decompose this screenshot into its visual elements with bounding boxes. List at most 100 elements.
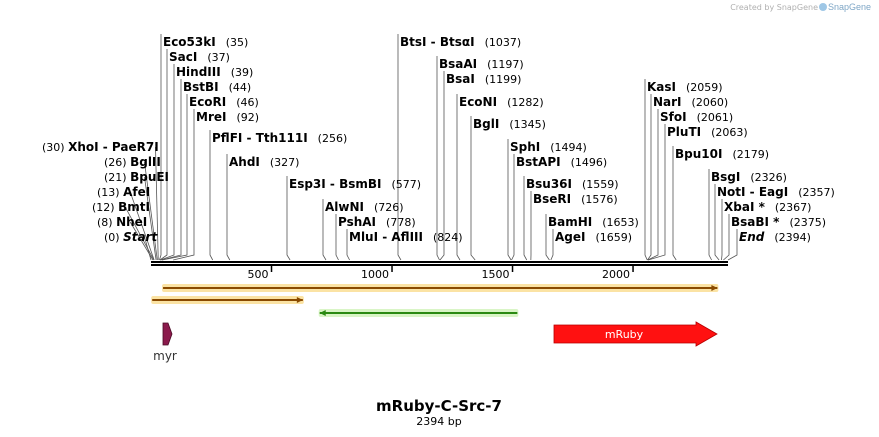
enzyme-label: PshAI (778): [338, 215, 416, 229]
enzyme-name: Eco53kI: [163, 35, 216, 49]
enzyme-site[interactable]: PflFI - Tth111I (256): [212, 131, 347, 145]
enzyme-site[interactable]: Eco53kI (35): [163, 35, 248, 49]
map-subtitle: 2394 bp: [416, 415, 461, 428]
enzyme-site[interactable]: (30) XhoI - PaeR7I: [42, 140, 159, 154]
enzyme-site[interactable]: Bpu10I (2179): [675, 147, 769, 161]
enzyme-label: Eco53kI (35): [163, 35, 248, 49]
enzyme-cut-line: [129, 191, 155, 261]
enzyme-label: BstBI (44): [183, 80, 251, 94]
enzyme-position: (37): [207, 51, 230, 64]
enzyme-cut-line: [436, 56, 440, 261]
enzyme-labels: (0) Start(8) NheI(12) BmtI(13) AfeI(21) …: [42, 35, 835, 244]
enzyme-cut-line: [714, 184, 720, 261]
enzyme-position: (327): [270, 156, 300, 169]
enzyme-name: PluTI: [667, 125, 701, 139]
enzyme-label: SphI (1494): [510, 140, 587, 154]
enzyme-label: BsaBI * (2375): [731, 215, 826, 229]
enzyme-site[interactable]: KasI (2059): [647, 80, 723, 94]
mruby-feature[interactable]: mRuby: [553, 321, 718, 347]
enzyme-cut-line: [286, 176, 291, 261]
enzyme-position: (2394): [774, 231, 811, 244]
enzyme-site[interactable]: (8) NheI: [97, 215, 147, 229]
enzyme-position: (1199): [485, 73, 522, 86]
enzyme-site[interactable]: BsaBI * (2375): [731, 215, 826, 229]
enzyme-site[interactable]: (12) BmtI: [92, 200, 150, 214]
enzyme-name: AfeI: [123, 185, 150, 199]
enzyme-label: EcoNI (1282): [459, 95, 544, 109]
enzyme-site[interactable]: SacI (37): [169, 50, 230, 64]
enzyme-name: BpuEI: [130, 170, 169, 184]
enzyme-site[interactable]: (13) AfeI: [97, 185, 150, 199]
enzyme-position: (92): [236, 111, 259, 124]
enzyme-label: Esp3I - BsmBI (577): [289, 177, 421, 191]
enzyme-site[interactable]: BglI (1345): [473, 117, 546, 131]
enzyme-site[interactable]: NotI - EagI (2357): [717, 185, 835, 199]
enzyme-name: BstBI: [183, 80, 219, 94]
enzyme-site[interactable]: BsaAI (1197): [439, 57, 524, 71]
enzyme-label: MreI (92): [196, 110, 259, 124]
enzyme-site[interactable]: End (2394): [739, 230, 811, 244]
enzyme-position: (1496): [571, 156, 608, 169]
enzyme-site[interactable]: BtsI - BtsαI (1037): [400, 35, 521, 49]
enzyme-site[interactable]: Esp3I - BsmBI (577): [289, 177, 421, 191]
enzyme-site[interactable]: AhdI (327): [229, 155, 299, 169]
enzyme-name: EcoRI: [189, 95, 226, 109]
enzyme-site[interactable]: BstBI (44): [183, 80, 251, 94]
enzyme-name: BglI: [473, 117, 499, 131]
enzyme-site[interactable]: (0) Start: [104, 230, 158, 244]
enzyme-name: HindIII: [176, 65, 221, 79]
enzyme-cut-line: [456, 94, 461, 261]
reverse-primer-arrow[interactable]: [318, 309, 519, 317]
enzyme-site[interactable]: BseRI (1576): [533, 192, 618, 206]
enzyme-site[interactable]: (26) BglII: [104, 155, 161, 169]
enzyme-label: HindIII (39): [176, 65, 253, 79]
enzyme-cut-line: [647, 94, 652, 261]
forward-primer-arrow[interactable]: [162, 284, 719, 292]
enzyme-position: (0): [104, 231, 123, 244]
credit-text: Created by SnapGene: [730, 3, 818, 12]
enzyme-site[interactable]: NarI (2060): [653, 95, 728, 109]
enzyme-position: (1197): [487, 58, 524, 71]
enzyme-site[interactable]: (21) BpuEI: [104, 170, 169, 184]
enzyme-site[interactable]: AlwNI (726): [325, 200, 404, 214]
enzyme-cut-line: [727, 229, 738, 261]
enzyme-label: PluTI (2063): [667, 125, 748, 139]
enzyme-site[interactable]: BsgI (2326): [711, 170, 787, 184]
enzyme-position: (26): [104, 156, 130, 169]
enzyme-name: BsgI: [711, 170, 740, 184]
enzyme-name: Bpu10I: [675, 147, 722, 161]
enzyme-cut-line: [144, 161, 158, 261]
enzyme-cut-line: [346, 229, 350, 261]
enzyme-site[interactable]: MreI (92): [196, 110, 259, 124]
enzyme-name: XbaI *: [724, 200, 766, 214]
enzyme-site[interactable]: PluTI (2063): [667, 125, 748, 139]
enzyme-name: XhoI - PaeR7I: [68, 140, 159, 154]
enzyme-label: AlwNI (726): [325, 200, 404, 214]
enzyme-label: Bpu10I (2179): [675, 147, 769, 161]
enzyme-site[interactable]: BamHI (1653): [548, 215, 639, 229]
enzyme-position: (2326): [750, 171, 787, 184]
enzyme-name: AhdI: [229, 155, 260, 169]
enzyme-site[interactable]: BsaI (1199): [446, 72, 521, 86]
enzyme-site[interactable]: SphI (1494): [510, 140, 587, 154]
enzyme-cut-line: [162, 94, 188, 261]
enzyme-site[interactable]: PshAI (778): [338, 215, 416, 229]
enzyme-site[interactable]: Bsu36I (1559): [526, 177, 619, 191]
enzyme-site[interactable]: AgeI (1659): [555, 230, 632, 244]
myr-feature[interactable]: myr: [153, 322, 177, 363]
enzyme-name: SacI: [169, 50, 197, 64]
forward-primer-arrow[interactable]: [151, 296, 304, 304]
enzyme-label: (26) BglII: [104, 155, 161, 169]
enzyme-label: PflFI - Tth111I (256): [212, 131, 347, 145]
enzyme-site[interactable]: EcoNI (1282): [459, 95, 544, 109]
enzyme-cut-line: [226, 154, 231, 261]
enzyme-site[interactable]: MluI - AflIII (824): [349, 230, 463, 244]
enzyme-site[interactable]: SfoI (2061): [660, 110, 733, 124]
enzyme-site[interactable]: HindIII (39): [176, 65, 253, 79]
enzyme-site[interactable]: EcoRI (46): [189, 95, 259, 109]
enzyme-cut-line: [129, 221, 154, 261]
enzyme-site[interactable]: XbaI * (2367): [724, 200, 811, 214]
enzyme-position: (1653): [602, 216, 639, 229]
enzyme-site[interactable]: BstAPI (1496): [516, 155, 607, 169]
snapgene-logo-icon: SnapGene: [819, 2, 871, 12]
